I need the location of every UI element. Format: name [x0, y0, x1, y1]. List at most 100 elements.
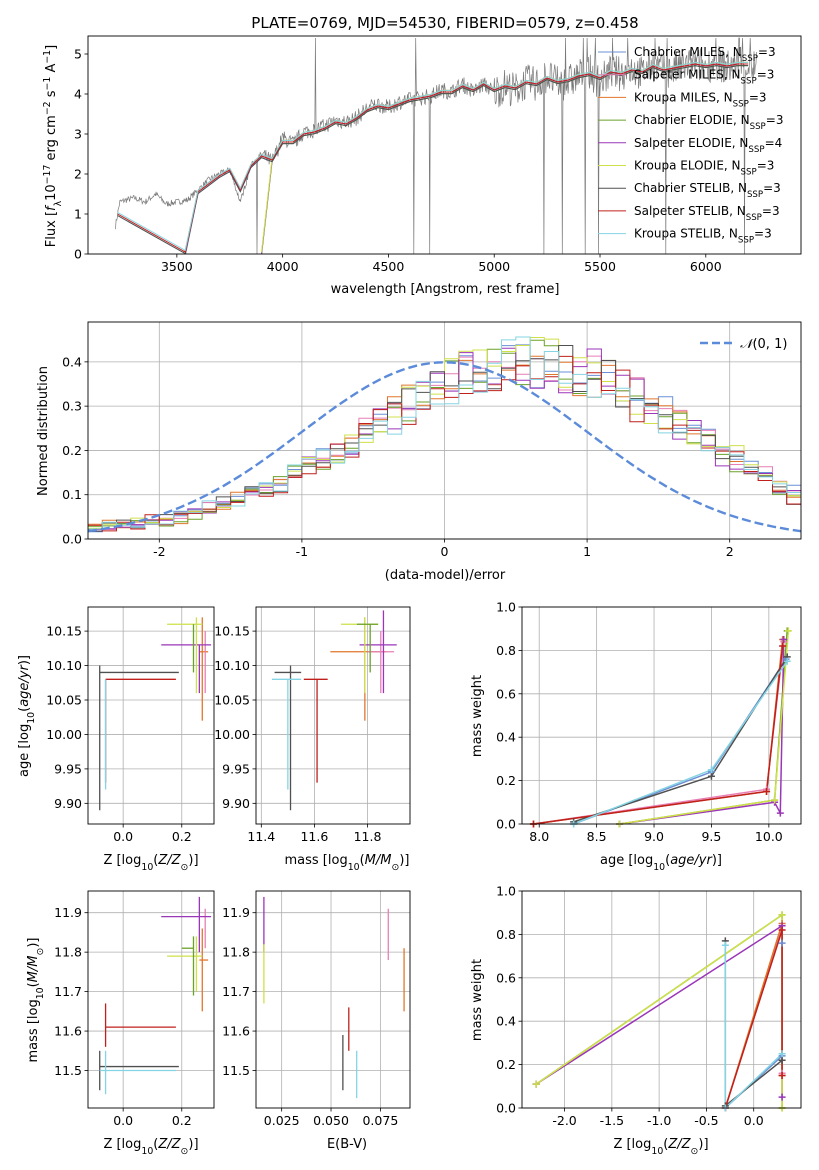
histogram-step: [88, 355, 801, 532]
weight-line: [573, 656, 788, 823]
y-axis-label: Flux [fλ10−17 erg cm−2 s−1 A−1]: [42, 45, 64, 247]
weight-line: [533, 641, 785, 824]
y-tick-label: 10.15: [46, 624, 82, 639]
x-tick-label: -2.0: [552, 1113, 576, 1128]
x-tick-label: 6000: [690, 259, 722, 274]
weight-marker: [780, 636, 788, 644]
x-tick-label: 0.0: [744, 1113, 764, 1128]
x-axis-label: Z [log10(Z/Z⊙)]: [103, 1137, 198, 1157]
x-tick-label: 9.0: [644, 829, 664, 844]
y-tick-label: 0.0: [496, 1101, 516, 1116]
y-axis-label: mass weight: [470, 675, 485, 757]
weight-line: [573, 658, 787, 824]
y-tick-label: 0.4: [496, 1014, 516, 1029]
y-tick-label: 1: [74, 207, 82, 222]
y-tick-label: 10.15: [214, 624, 250, 639]
weight-line: [533, 646, 784, 824]
x-tick-label: 0.025: [264, 1113, 300, 1128]
histogram-step: [88, 355, 801, 529]
axes-frame: [87, 606, 215, 825]
x-tick-label: 0.2: [172, 829, 192, 844]
panel-residuals: -2 -1 0 1 2 0.0 0.1 0.2 0.3 0.4 (data-model)/error…: [36, 321, 802, 583]
y-tick-label: 5: [74, 47, 82, 62]
weight-marker: [778, 1071, 786, 1079]
y-tick-label: 0.0: [496, 817, 516, 832]
y-tick-label: 11.5: [54, 1063, 82, 1078]
y-axis-label: mass [log10(M/M⊙)]: [26, 938, 46, 1063]
legend-entry: Chabrier STELIB, NSSP=3: [634, 181, 781, 200]
y-tick-label: 0.2: [496, 773, 516, 788]
chart-title: PLATE=0769, MJD=54530, FIBERID=0579, z=0…: [251, 14, 638, 32]
y-tick-label: 2: [74, 167, 82, 182]
x-axis-label: wavelength [Angstrom, rest frame]: [331, 282, 560, 297]
legend-entry: Chabrier MILES, NSSP=3: [634, 45, 776, 64]
x-tick-label: 5000: [478, 259, 510, 274]
x-axis-label: mass [log10(M/M⊙)]: [285, 853, 410, 873]
y-tick-label: 0.4: [62, 354, 82, 369]
weight-marker: [763, 787, 771, 795]
legend-entry: Salpeter STELIB, NSSP=3: [634, 204, 780, 223]
legend-entry: Kroupa STELIB, NSSP=3: [634, 227, 772, 246]
y-tick-label: 9.90: [222, 796, 250, 811]
y-axis-label: mass weight: [470, 959, 485, 1041]
axes-frame: [87, 35, 802, 255]
x-tick-label: 4000: [267, 259, 299, 274]
y-tick-label: 10.10: [46, 658, 82, 673]
y-tick-label: 0.4: [496, 730, 516, 745]
x-tick-label: 0.2: [172, 1113, 192, 1128]
x-tick-label: 8.0: [529, 829, 549, 844]
weight-line: [619, 630, 790, 824]
legend-entry: 𝒩(0, 1): [740, 337, 787, 352]
weight-line: [619, 639, 785, 824]
y-tick-label: 0.0: [62, 532, 82, 547]
weight-marker: [778, 1056, 786, 1064]
y-axis-label: age [log10(age/yr)]: [17, 655, 37, 777]
panel-mass_vs_Z: 0.0 0.2 11.5 11.6 11.7 11.8 11.9: [54, 890, 215, 1128]
histogram-step: [88, 339, 801, 527]
weight-marker: [784, 627, 792, 635]
y-tick-label: 11.8: [222, 945, 250, 960]
y-tick-label: 11.7: [54, 984, 82, 999]
histogram-step: [88, 344, 801, 533]
x-axis-label: (data-model)/error: [385, 568, 506, 583]
weight-marker: [776, 809, 784, 817]
histogram-step: [88, 347, 801, 531]
x-tick-label: -0.5: [694, 1113, 718, 1128]
plot-area: [263, 896, 405, 1099]
plot-area: [99, 896, 212, 1095]
model-line: [117, 61, 749, 252]
x-tick-label: 11.6: [300, 829, 328, 844]
panel-age_vs_mass: 11.4 11.6 11.8 9.90 9.95 10.00 10.05 10.10 10.15: [214, 606, 411, 844]
model-line: [117, 63, 749, 253]
axes-frame: [87, 890, 215, 1109]
x-axis-label: Z [log10(Z/Z⊙)]: [613, 1137, 708, 1157]
histogram-step: [88, 336, 801, 530]
x-tick-label: -1.5: [600, 1113, 624, 1128]
y-tick-label: 0.2: [62, 443, 82, 458]
y-tick-label: 0.6: [496, 686, 516, 701]
panel-weight_vs_Z: -2.0 -1.5 -1.0 -0.5 0.0 0.0 0.2 0.4 0.6 0.8 1.0: [496, 884, 802, 1128]
y-tick-label: 10.10: [214, 658, 250, 673]
axes-frame: [255, 606, 411, 825]
panel-age_vs_Z: 0.0 0.2 9.90 9.95 10.00 10.05 10.10 10.15: [46, 606, 215, 844]
x-tick-label: 0: [441, 544, 449, 559]
axes-frame: [87, 321, 802, 540]
histogram-step: [88, 345, 801, 532]
axes-frame: [521, 890, 802, 1109]
weight-line: [533, 639, 784, 824]
weight-line: [573, 660, 788, 824]
weight-marker: [778, 926, 786, 934]
x-tick-label: -2: [153, 544, 165, 559]
weight-marker: [721, 941, 729, 949]
weight-marker: [778, 1050, 786, 1058]
y-tick-label: 10.05: [214, 693, 250, 708]
x-tick-label: 1: [583, 544, 591, 559]
y-tick-label: 0.8: [496, 643, 516, 658]
y-tick-label: 11.6: [54, 1024, 82, 1039]
weight-marker: [707, 766, 715, 774]
histogram-step: [88, 337, 801, 529]
weight-marker: [532, 1080, 540, 1088]
x-tick-label: 11.8: [354, 829, 382, 844]
y-tick-label: 11.7: [222, 984, 250, 999]
